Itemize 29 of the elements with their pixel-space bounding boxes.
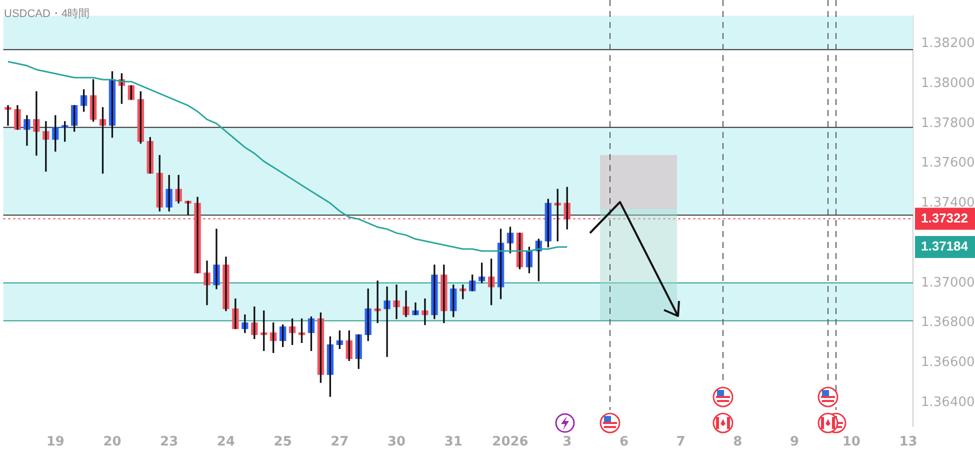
y-tick-label: 1.38200	[921, 36, 975, 52]
x-tick-label: 3	[562, 434, 572, 450]
y-tick-label: 1.37800	[921, 116, 975, 131]
y-tick-label: 1.38000	[921, 76, 975, 91]
x-tick-label: 13	[899, 434, 918, 450]
x-tick-label: 31	[444, 434, 462, 450]
y-tick-label: 1.37000	[921, 275, 975, 290]
y-tick-label: 1.37600	[921, 156, 975, 171]
ref-line-label: 1.37322	[921, 210, 968, 226]
x-tick-label: 7	[676, 434, 686, 450]
x-tick-label: 25	[274, 434, 292, 450]
y-tick-label: 1.36800	[921, 315, 975, 330]
x-tick-label: 23	[160, 434, 178, 450]
x-tick-label: 27	[330, 434, 349, 450]
candlestick	[128, 85, 135, 100]
x-tick-label: 6	[619, 434, 628, 450]
x-tick-label: 2026	[492, 434, 528, 450]
x-tick-label: 19	[46, 434, 64, 450]
x-tick-label: 24	[216, 434, 236, 450]
y-tick-label: 1.37400	[921, 196, 975, 211]
x-tick-label: 10	[842, 434, 860, 450]
y-tick-label: 1.36600	[921, 354, 975, 370]
y-tick-label: 1.36400	[921, 394, 975, 410]
chart-title: USDCAD・4時間	[4, 7, 90, 21]
x-tick-label: 9	[790, 434, 800, 450]
x-tick-label: 8	[733, 434, 742, 450]
text: 1.37184	[921, 238, 969, 254]
x-tick-label: 30	[387, 434, 406, 450]
x-tick-label: 20	[103, 434, 122, 450]
